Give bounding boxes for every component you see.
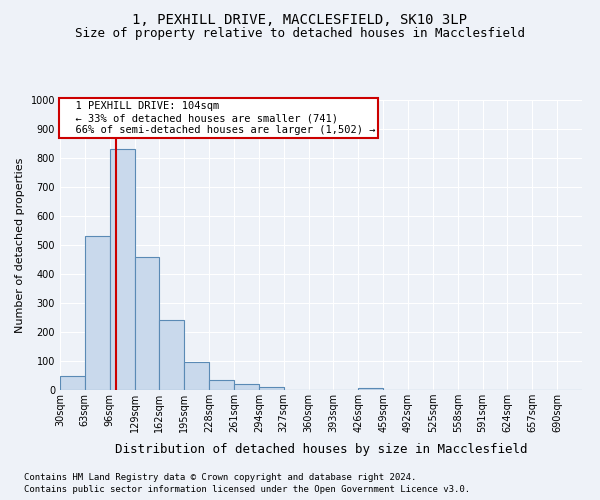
Bar	[134, 256, 160, 390]
Bar	[160, 320, 184, 390]
Bar	[259, 387, 284, 390]
Text: 1 PEXHILL DRIVE: 104sqm
  ← 33% of detached houses are smaller (741)
  66% of se: 1 PEXHILL DRIVE: 104sqm ← 33% of detache…	[62, 102, 375, 134]
Text: Distribution of detached houses by size in Macclesfield: Distribution of detached houses by size …	[115, 442, 527, 456]
Bar	[209, 380, 234, 390]
Text: Size of property relative to detached houses in Macclesfield: Size of property relative to detached ho…	[75, 28, 525, 40]
Text: Contains HM Land Registry data © Crown copyright and database right 2024.: Contains HM Land Registry data © Crown c…	[24, 472, 416, 482]
Text: 1, PEXHILL DRIVE, MACCLESFIELD, SK10 3LP: 1, PEXHILL DRIVE, MACCLESFIELD, SK10 3LP	[133, 12, 467, 26]
Bar	[85, 236, 110, 390]
Bar	[358, 388, 383, 390]
Y-axis label: Number of detached properties: Number of detached properties	[15, 158, 25, 332]
Bar	[60, 376, 85, 390]
Text: Contains public sector information licensed under the Open Government Licence v3: Contains public sector information licen…	[24, 485, 470, 494]
Bar	[234, 384, 259, 390]
Bar	[110, 150, 134, 390]
Bar	[184, 362, 209, 390]
